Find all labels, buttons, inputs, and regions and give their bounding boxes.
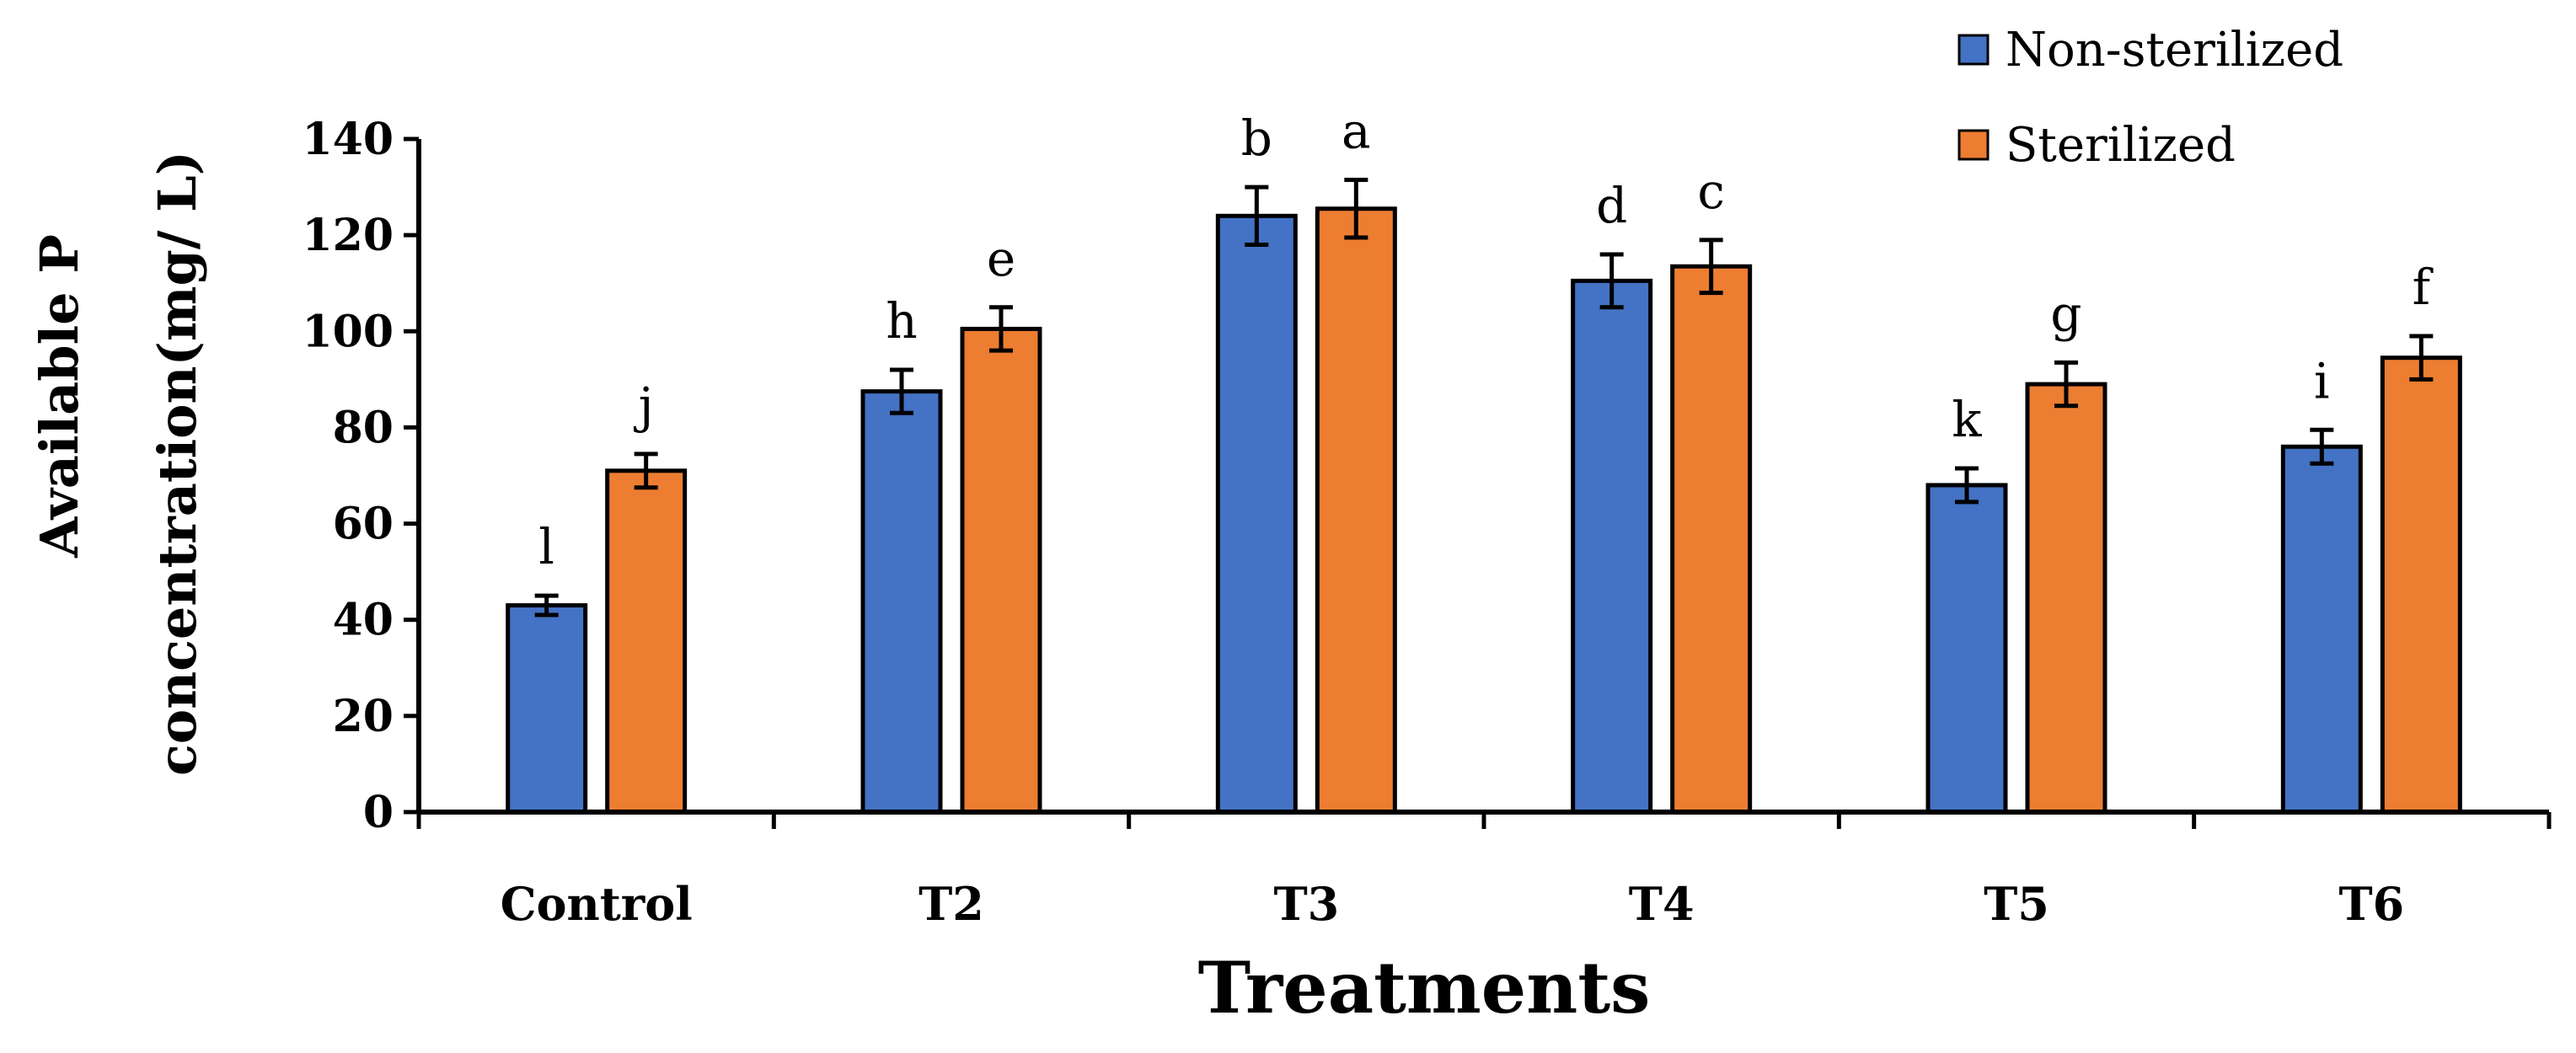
y-tick-label: 80 bbox=[333, 402, 394, 453]
bar-non-sterilized-t3 bbox=[1215, 213, 1298, 815]
bars bbox=[506, 206, 2462, 815]
x-tick-label: T4 bbox=[1629, 877, 1695, 931]
axes: 0 20 40 60 80 100 120 140 Control T2 T3 T4 T5 T6 bbox=[302, 114, 2552, 931]
bar-non-sterilized-t2 bbox=[860, 389, 943, 815]
significance-letter: h bbox=[886, 292, 917, 350]
bar-non-sterilized-t4 bbox=[1571, 278, 1653, 815]
significance-letter: k bbox=[1952, 391, 1982, 448]
error-bars bbox=[534, 178, 2434, 617]
x-axis-title: Treatments bbox=[1198, 946, 1651, 1029]
x-tick-label: T3 bbox=[1273, 877, 1339, 931]
legend-label-non-sterilized: Non-sterilized bbox=[2006, 23, 2343, 78]
significance-letter: l bbox=[538, 518, 554, 575]
legend: Non-sterilized Sterilized bbox=[1957, 23, 2343, 173]
significance-letter: b bbox=[1241, 110, 1272, 167]
bar-sterilized-t4 bbox=[1670, 264, 1753, 815]
significance-letter: a bbox=[1342, 103, 1371, 160]
significance-letter: d bbox=[1596, 177, 1627, 234]
x-tick-label: T6 bbox=[2338, 877, 2404, 931]
bar-sterilized-t6 bbox=[2380, 355, 2462, 815]
significance-letter: e bbox=[987, 230, 1015, 287]
y-tick-label: 140 bbox=[302, 114, 394, 165]
y-axis-title: Available P concentration(mg/ L) bbox=[29, 151, 208, 776]
significance-letters: l j h e b a d c k g i f bbox=[538, 103, 2433, 576]
significance-letter: c bbox=[1697, 163, 1724, 220]
bar-non-sterilized-control bbox=[506, 603, 588, 815]
significance-letter: j bbox=[634, 377, 654, 434]
legend-label-sterilized: Sterilized bbox=[2006, 118, 2236, 173]
y-tick-label: 60 bbox=[333, 499, 394, 550]
x-tick-label: T2 bbox=[918, 877, 984, 931]
y-tick-label: 0 bbox=[363, 787, 394, 838]
legend-swatch-sterilized bbox=[1957, 129, 1990, 161]
bar-sterilized-t2 bbox=[960, 326, 1042, 815]
significance-letter: f bbox=[2413, 259, 2434, 316]
bar-non-sterilized-t5 bbox=[1925, 483, 2008, 815]
bar-sterilized-control bbox=[605, 468, 688, 815]
significance-letter: g bbox=[2050, 285, 2081, 342]
legend-swatch-non-sterilized bbox=[1957, 34, 1990, 66]
y-tick-label: 120 bbox=[302, 210, 394, 261]
y-tick-label: 20 bbox=[333, 691, 394, 742]
y-axis-title-line-2: concentration(mg/ L) bbox=[147, 151, 208, 776]
x-tick-label: Control bbox=[501, 877, 693, 931]
y-tick-label: 40 bbox=[333, 595, 394, 646]
bar-sterilized-t3 bbox=[1315, 206, 1397, 815]
bar-non-sterilized-t6 bbox=[2280, 444, 2363, 815]
y-tick-label: 100 bbox=[302, 306, 394, 357]
bar-sterilized-t5 bbox=[2025, 382, 2107, 815]
x-tick-label: T5 bbox=[1984, 877, 2049, 931]
significance-letter: i bbox=[2314, 352, 2330, 409]
y-axis-title-line-1: Available P bbox=[29, 234, 90, 559]
